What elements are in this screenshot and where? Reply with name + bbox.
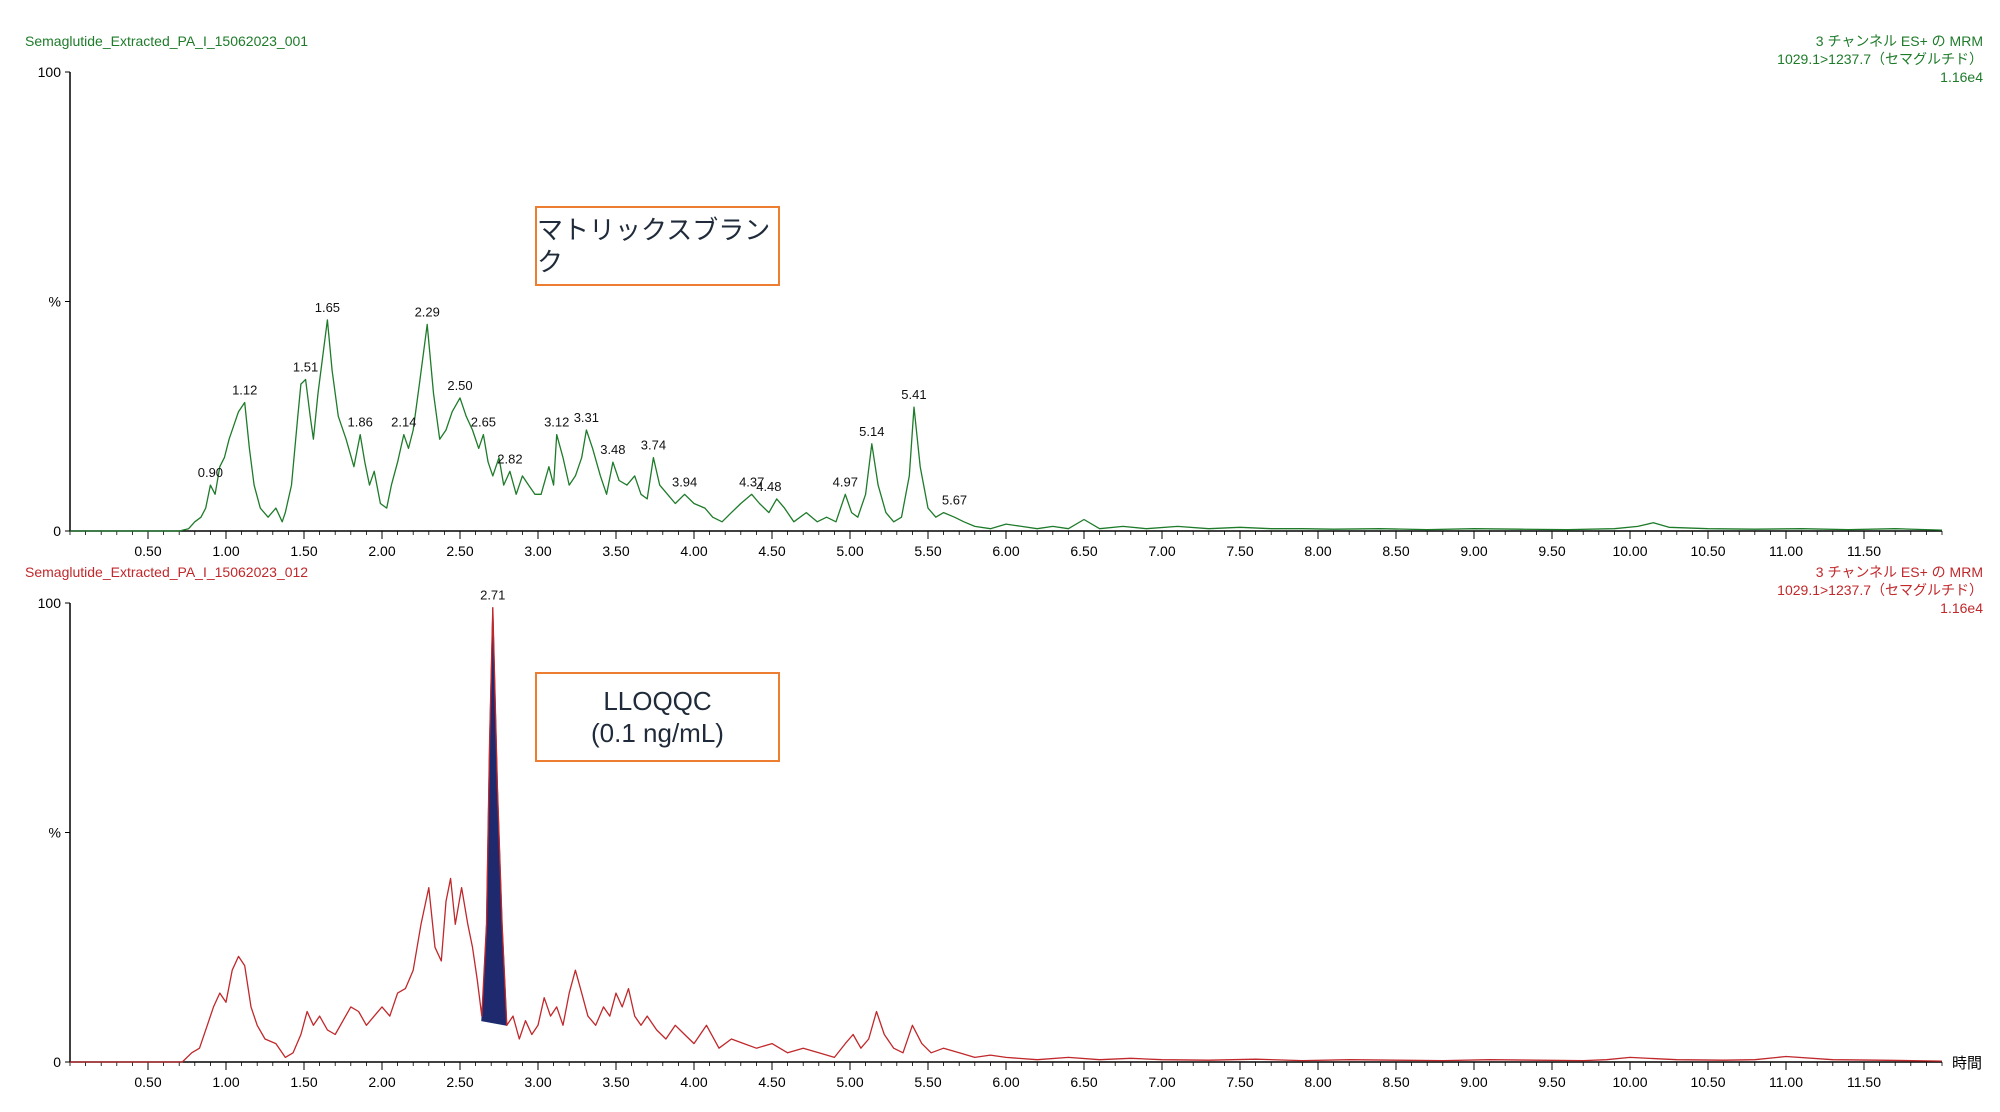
- chromatogram-2-x-tick-label: 8.00: [1304, 1074, 1331, 1090]
- chromatogram-1-x-tick-label: 2.50: [446, 543, 473, 559]
- chromatogram-2-x-tick-label: 6.00: [992, 1074, 1019, 1090]
- chromatogram-1-x-tick-label: 11.50: [1847, 543, 1881, 559]
- chromatogram-1-x-tick-label: 7.00: [1148, 543, 1175, 559]
- chromatogram-1-peak-label: 3.31: [574, 410, 599, 425]
- chromatogram-1-transition: 1029.1>1237.7（セマグルチド）: [1777, 51, 1983, 67]
- chromatogram-2-x-tick-label: 7.00: [1148, 1074, 1175, 1090]
- chromatogram-1-x-tick-label: 4.00: [680, 543, 707, 559]
- chromatogram-1-channel: 3 チャンネル ES+ の MRM: [1815, 33, 1983, 49]
- chromatogram-1-x-tick-label: 10.50: [1690, 543, 1725, 559]
- chromatogram-1-x-tick-label: 3.50: [602, 543, 629, 559]
- annotation-lloqqc-line2: (0.1 ng/mL): [591, 718, 724, 748]
- annotation-matrix-blank-text: マトリックスブランク: [537, 215, 771, 277]
- chromatogram-1-x-tick-label: 2.00: [368, 543, 395, 559]
- chromatogram-1-y-tick-label: %: [49, 294, 61, 310]
- chromatogram-2-x-tick-label: 1.00: [212, 1074, 239, 1090]
- chromatogram-2-x-tick-label: 10.50: [1690, 1074, 1725, 1090]
- chromatogram-1-x-tick-label: 1.00: [212, 543, 239, 559]
- chromatogram-2-x-tick-label: 11.50: [1847, 1074, 1881, 1090]
- chromatogram-1-peak-label: 2.65: [471, 415, 496, 430]
- chromatogram-2-y-tick-label: 0: [53, 1054, 61, 1070]
- chromatogram-1-peak-label: 3.48: [600, 442, 625, 457]
- chromatogram-1-y-tick-label: 0: [53, 523, 61, 539]
- chromatogram-1-peak-label: 4.97: [833, 474, 858, 489]
- chromatogram-1-peak-label: 0.90: [198, 465, 223, 480]
- chromatogram-2-x-tick-label: 10.00: [1612, 1074, 1647, 1090]
- chromatogram-2-x-tick-label: 4.50: [758, 1074, 785, 1090]
- chromatogram-2-intensity: 1.16e4: [1940, 600, 1983, 616]
- annotation-matrix-blank: マトリックスブランク: [535, 206, 780, 286]
- chromatogram-1-x-tick-label: 9.50: [1538, 543, 1565, 559]
- chromatogram-1-y-tick-label: 100: [38, 64, 62, 80]
- chromatogram-2-transition: 1029.1>1237.7（セマグルチド）: [1777, 582, 1983, 598]
- chromatogram-1-x-tick-label: 5.50: [914, 543, 941, 559]
- chromatogram-2-header-right: 3 チャンネル ES+ の MRM 1029.1>1237.7（セマグルチド） …: [1777, 563, 1983, 617]
- chromatogram-2-x-tick-label: 3.00: [524, 1074, 551, 1090]
- chromatogram-1-x-tick-label: 5.00: [836, 543, 863, 559]
- annotation-lloqqc-line1: LLOQQC: [603, 686, 712, 716]
- chromatogram-1-peak-label: 1.86: [348, 415, 373, 430]
- chromatogram-1-peak-label: 2.82: [497, 451, 522, 466]
- chromatogram-1-x-tick-label: 9.00: [1460, 543, 1487, 559]
- chromatogram-2-x-tick-label: 5.50: [914, 1074, 941, 1090]
- chromatogram-2-x-tick-label: 5.00: [836, 1074, 863, 1090]
- chromatogram-1-peak-label: 5.41: [901, 387, 926, 402]
- chromatogram-2-x-tick-label: 9.50: [1538, 1074, 1565, 1090]
- chromatogram-1-peak-label: 1.12: [232, 382, 257, 397]
- chromatogram-1-peak-label: 2.14: [391, 415, 416, 430]
- chromatogram-2-x-tick-label: 11.00: [1769, 1074, 1803, 1090]
- chromatogram-2-x-tick-label: 6.50: [1070, 1074, 1097, 1090]
- chromatogram-2-x-tick-label: 2.00: [368, 1074, 395, 1090]
- chromatogram-1-x-tick-label: 8.00: [1304, 543, 1331, 559]
- chromatogram-1-x-tick-label: 1.50: [290, 543, 317, 559]
- chromatogram-2-x-axis-label: 時間: [1952, 1055, 1982, 1072]
- chromatogram-1-peak-label: 4.37: [739, 474, 764, 489]
- chromatogram-2-x-tick-label: 1.50: [290, 1074, 317, 1090]
- chromatogram-2-trace: [70, 606, 1943, 1063]
- chromatogram-1-x-tick-label: 3.00: [524, 543, 551, 559]
- chromatogram-1-peak-label: 5.14: [859, 424, 884, 439]
- chromatogram-1-x-tick-label: 4.50: [758, 543, 785, 559]
- chromatogram-1-x-tick-label: 8.50: [1382, 543, 1409, 559]
- chromatogram-1-x-tick-label: 7.50: [1226, 543, 1253, 559]
- chromatogram-2-x-tick-label: 2.50: [446, 1074, 473, 1090]
- chromatogram-1-peak-label: 5.67: [942, 493, 967, 508]
- annotation-lloqqc: LLOQQC (0.1 ng/mL): [535, 672, 780, 762]
- chromatogram-1-peak-label: 3.94: [672, 474, 697, 489]
- chromatogram-1-peak-label: 2.29: [415, 304, 440, 319]
- chromatogram-2-channel: 3 チャンネル ES+ の MRM: [1815, 564, 1983, 580]
- chromatogram-1-x-tick-label: 6.00: [992, 543, 1019, 559]
- chromatogram-1-x-tick-label: 11.00: [1769, 543, 1803, 559]
- chromatogram-1-peak-label: 4.48: [756, 479, 781, 494]
- chromatogram-2-x-tick-label: 4.00: [680, 1074, 707, 1090]
- chromatogram-1-x-tick-label: 0.50: [134, 543, 161, 559]
- chromatogram-2-x-tick-label: 3.50: [602, 1074, 629, 1090]
- chromatogram-1-peak-label: 3.12: [544, 415, 569, 430]
- chromatogram-1-peak-label: 1.65: [315, 300, 340, 315]
- chromatogram-2-x-tick-label: 0.50: [134, 1074, 161, 1090]
- chromatogram-2-x-tick-label: 8.50: [1382, 1074, 1409, 1090]
- chromatogram-1-filename: Semaglutide_Extracted_PA_I_15062023_001: [25, 33, 309, 49]
- chromatogram-2-y-tick-label: %: [49, 825, 61, 841]
- chromatogram-2-x-tick-label: 7.50: [1226, 1074, 1253, 1090]
- chromatogram-2-filename: Semaglutide_Extracted_PA_I_15062023_012: [25, 564, 309, 580]
- chromatogram-1-peak-label: 3.74: [641, 438, 666, 453]
- chromatogram-2-x-tick-label: 9.00: [1460, 1074, 1487, 1090]
- chromatogram-2-y-tick-label: 100: [38, 595, 62, 611]
- chromatogram-1-x-tick-label: 10.00: [1612, 543, 1647, 559]
- chromatogram-1-trace: [70, 319, 1943, 532]
- chromatogram-1-x-tick-label: 6.50: [1070, 543, 1097, 559]
- chromatogram-1-peak-label: 2.50: [447, 378, 472, 393]
- chromatogram-1-header-right: 3 チャンネル ES+ の MRM 1029.1>1237.7（セマグルチド） …: [1777, 32, 1983, 86]
- chromatogram-1-peak-label: 1.51: [293, 360, 318, 375]
- chromatogram-2-peak-label: 2.71: [480, 588, 505, 603]
- chromatogram-1-intensity: 1.16e4: [1940, 69, 1983, 85]
